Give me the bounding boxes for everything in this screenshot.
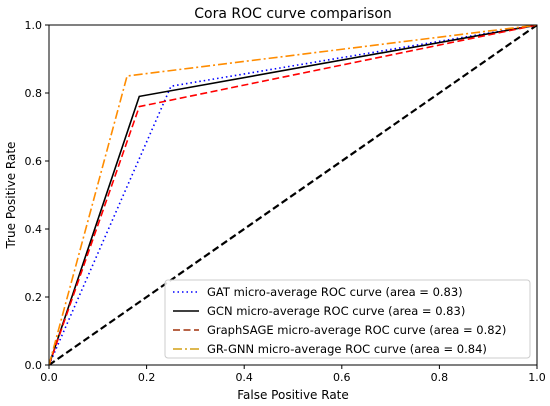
y-tick-label: 0.2 — [25, 291, 43, 304]
chart-title: Cora ROC curve comparison — [194, 6, 392, 22]
x-axis-ticks: 0.0 0.2 0.4 0.6 0.8 1.0 — [40, 365, 546, 384]
y-tick-label: 0.6 — [25, 155, 43, 168]
series-line-4 — [49, 25, 537, 365]
legend-label-4: GR-GNN micro-average ROC curve (area = 0… — [207, 342, 487, 356]
x-axis-label: False Positive Rate — [237, 388, 349, 402]
x-tick-label: 0.6 — [333, 371, 351, 384]
x-tick-label: 0.4 — [235, 371, 253, 384]
legend-label-2: GCN micro-average ROC curve (area = 0.83… — [207, 304, 465, 318]
y-axis-ticks: 0.0 0.2 0.4 0.6 0.8 1.0 — [25, 19, 49, 372]
x-tick-label: 0.0 — [40, 371, 58, 384]
series-line-2 — [49, 25, 537, 365]
legend-label-1: GAT micro-average ROC curve (area = 0.83… — [207, 285, 463, 299]
legend-box — [164, 279, 531, 359]
legend: GAT micro-average ROC curve (area = 0.83… — [164, 279, 531, 359]
x-tick-label: 1.0 — [528, 371, 546, 384]
plot-area — [48, 24, 538, 366]
series-line-3 — [49, 25, 537, 365]
reference-diagonal-line — [49, 25, 537, 365]
y-tick-label: 0.8 — [25, 87, 43, 100]
x-tick-label: 0.2 — [138, 371, 156, 384]
x-tick-label: 0.8 — [431, 371, 449, 384]
y-tick-label: 0.0 — [25, 359, 43, 372]
series-group — [49, 25, 537, 365]
legend-label-3: GraphSAGE micro-average ROC curve (area … — [207, 323, 506, 337]
y-tick-label: 0.4 — [25, 223, 43, 236]
y-axis-label: True Positive Rate — [4, 142, 18, 250]
plot-frame — [48, 24, 538, 366]
y-tick-label: 1.0 — [25, 19, 43, 32]
